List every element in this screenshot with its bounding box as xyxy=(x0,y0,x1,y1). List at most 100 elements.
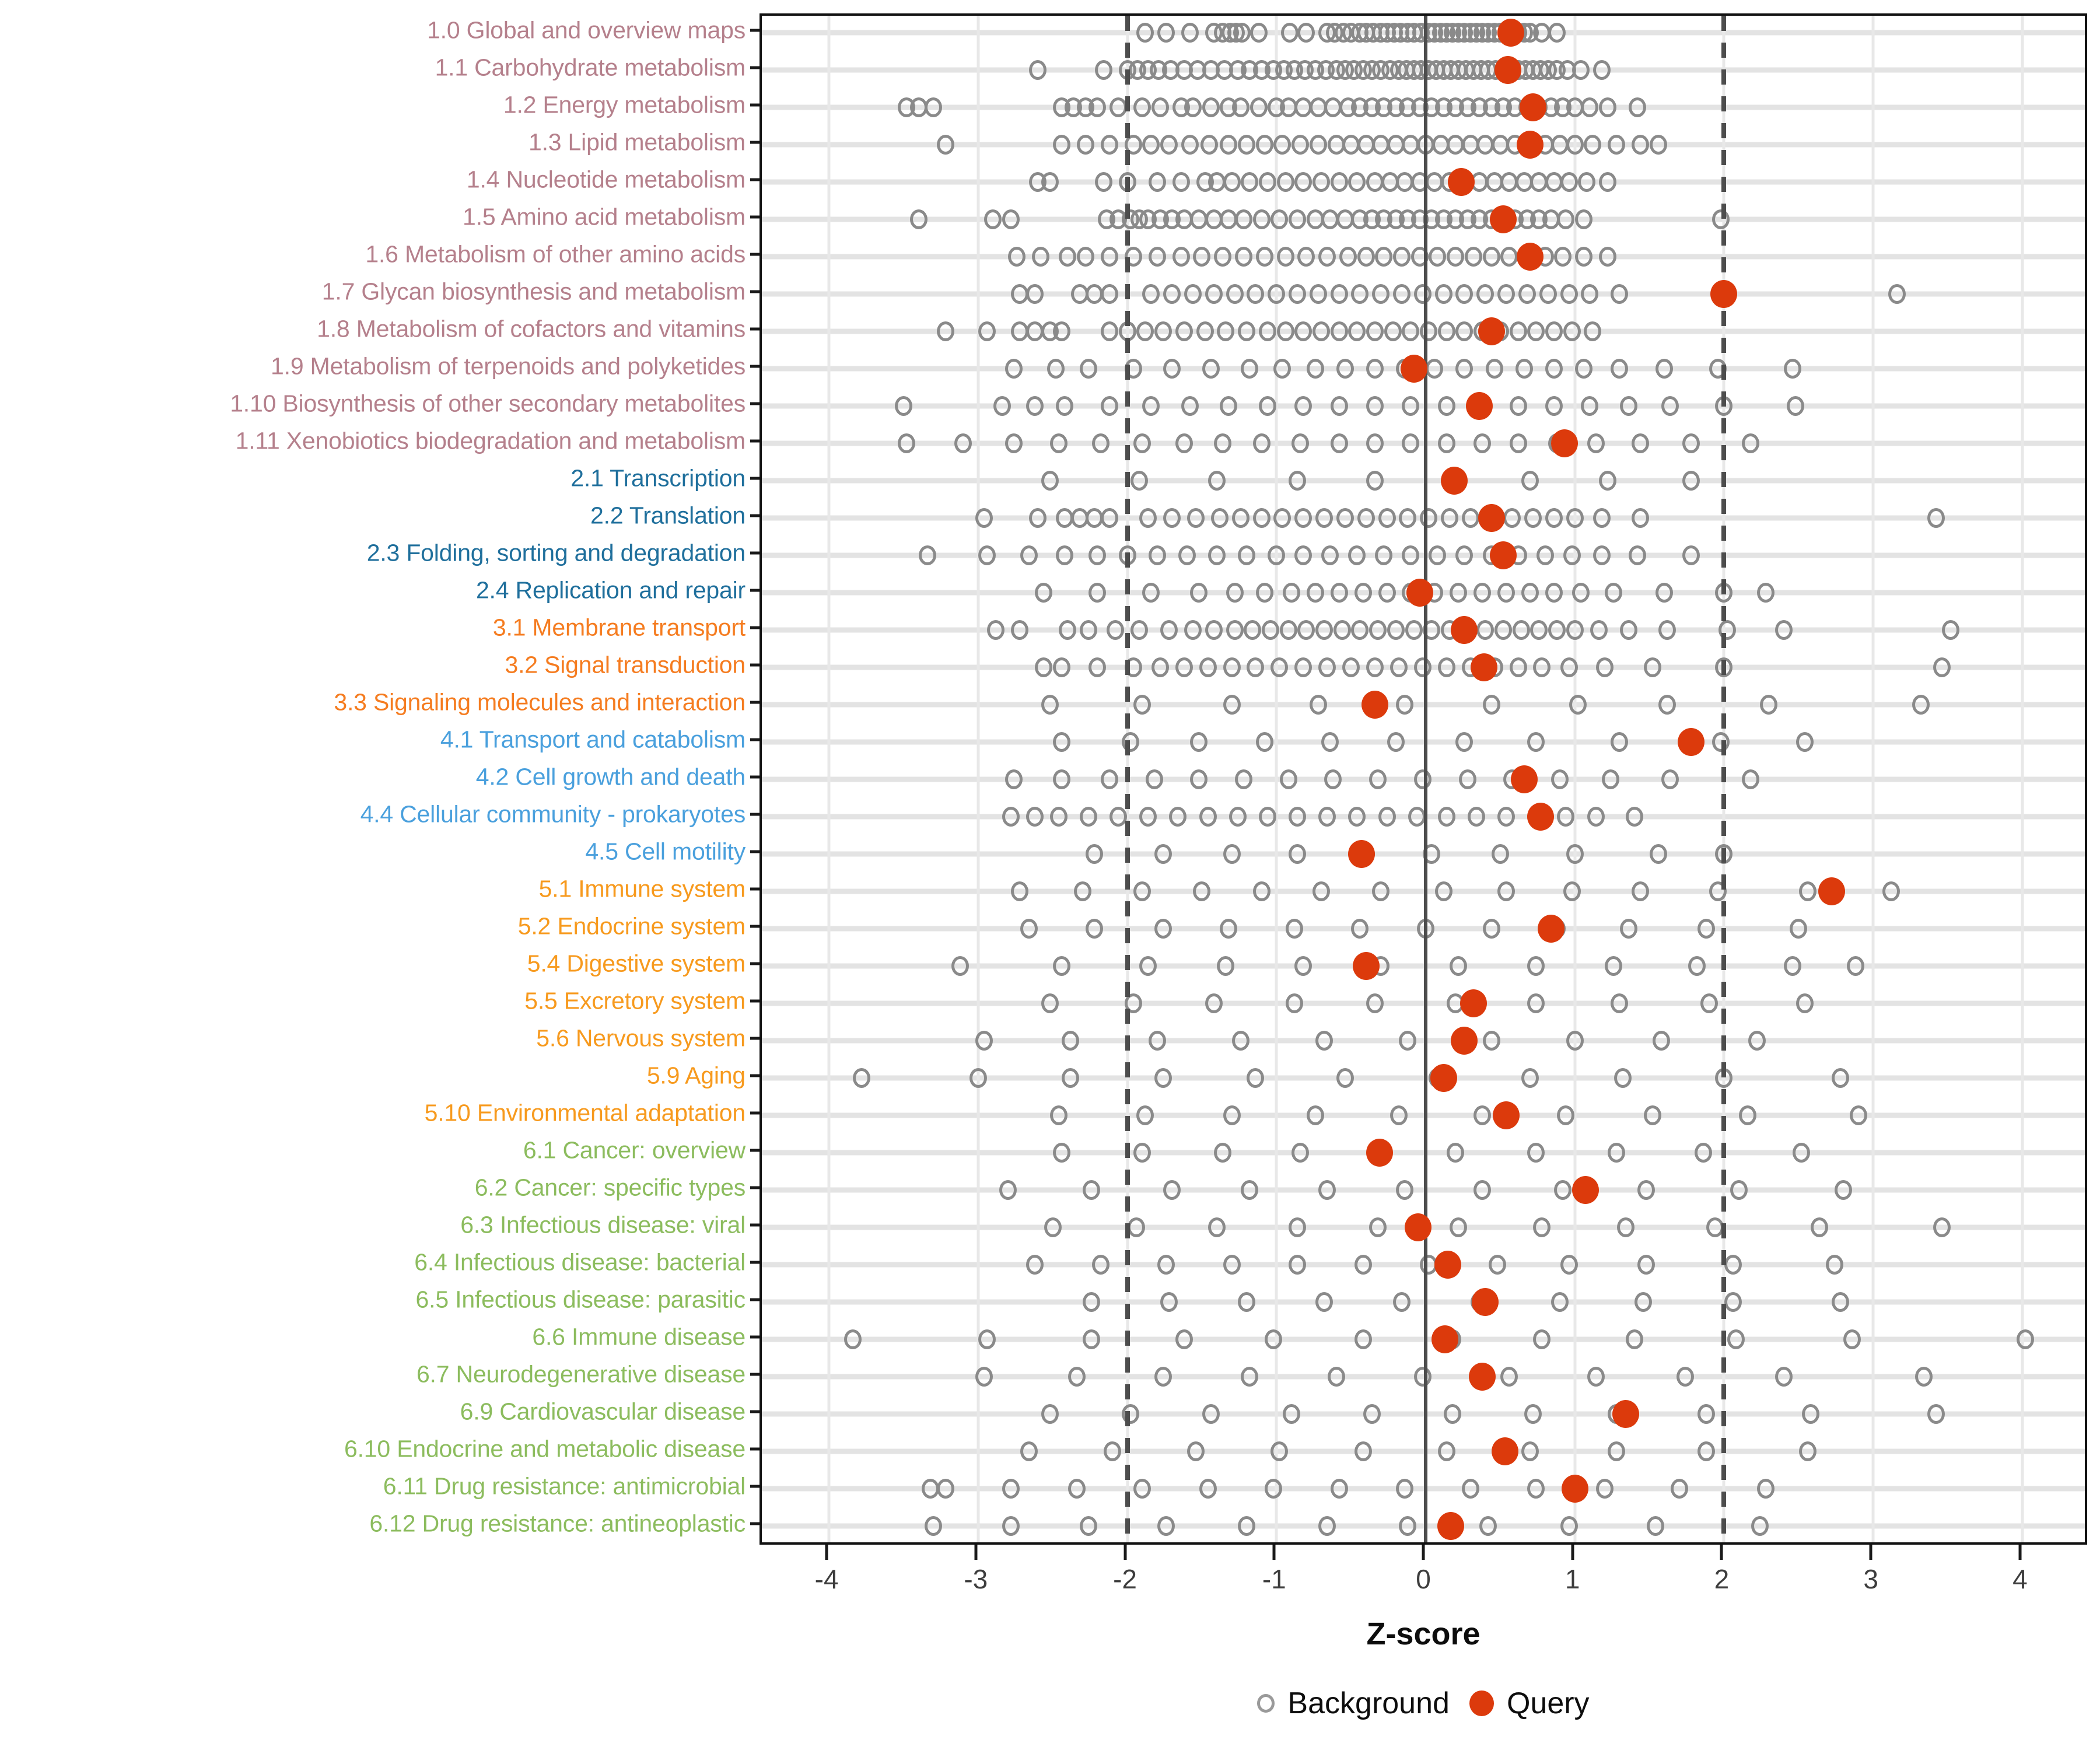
category-label: 1.8 Metabolism of cofactors and vitamins xyxy=(317,315,746,342)
background-point xyxy=(1563,881,1581,901)
background-point xyxy=(1223,1105,1241,1125)
query-point[interactable] xyxy=(1348,840,1376,868)
query-point[interactable] xyxy=(1612,1400,1639,1428)
background-point xyxy=(1512,620,1530,640)
background-point xyxy=(1656,359,1674,379)
query-point[interactable] xyxy=(1527,803,1554,831)
background-point xyxy=(1455,732,1474,752)
x-axis-tick xyxy=(1571,1545,1574,1560)
y-axis-tick xyxy=(750,813,760,816)
y-axis-tick xyxy=(750,1261,760,1264)
query-point[interactable] xyxy=(1550,429,1578,457)
background-point xyxy=(1455,359,1474,379)
background-point xyxy=(1199,807,1217,827)
query-point[interactable] xyxy=(1494,56,1521,84)
query-point[interactable] xyxy=(1537,915,1564,943)
query-point[interactable] xyxy=(1517,243,1544,271)
background-point xyxy=(1238,135,1256,155)
query-point[interactable] xyxy=(1520,93,1547,121)
query-point[interactable] xyxy=(1710,280,1738,308)
background-point xyxy=(1270,657,1289,677)
background-point xyxy=(1730,1180,1748,1200)
query-point[interactable] xyxy=(1678,728,1705,756)
query-point[interactable] xyxy=(1434,1251,1462,1279)
background-point xyxy=(1670,1479,1688,1499)
background-point xyxy=(1127,1217,1145,1237)
query-point[interactable] xyxy=(1400,355,1427,383)
background-point xyxy=(1595,657,1614,677)
query-point[interactable] xyxy=(1362,691,1389,719)
background-point xyxy=(1148,1031,1166,1051)
query-point[interactable] xyxy=(1497,19,1524,47)
background-point xyxy=(1163,508,1181,528)
query-point[interactable] xyxy=(1493,1101,1520,1129)
background-point xyxy=(1796,732,1814,752)
background-point xyxy=(1336,359,1354,379)
background-point xyxy=(1154,321,1172,341)
background-point xyxy=(1488,1255,1506,1275)
query-point[interactable] xyxy=(1489,541,1517,569)
y-axis-tick xyxy=(750,925,760,928)
background-point xyxy=(1330,396,1348,416)
background-point xyxy=(1053,657,1071,677)
vertical-gridline xyxy=(2021,16,2024,1542)
legend-item-query[interactable]: Query xyxy=(1469,1686,1590,1721)
x-axis-tick xyxy=(1272,1545,1276,1560)
query-point[interactable] xyxy=(1437,1512,1465,1540)
query-point[interactable] xyxy=(1405,1213,1432,1241)
background-point xyxy=(1011,881,1029,901)
background-point xyxy=(1348,807,1366,827)
background-point xyxy=(1154,1068,1172,1088)
category-label: 5.9 Aging xyxy=(646,1062,746,1089)
query-point[interactable] xyxy=(1432,1325,1459,1353)
background-point xyxy=(1059,247,1077,267)
query-point[interactable] xyxy=(1491,1437,1518,1465)
background-point xyxy=(1420,508,1438,528)
background-point xyxy=(1056,545,1074,565)
background-point xyxy=(1533,657,1551,677)
background-point xyxy=(1348,321,1366,341)
query-point[interactable] xyxy=(1489,205,1517,233)
background-point xyxy=(1258,807,1276,827)
background-point xyxy=(1100,508,1118,528)
background-point xyxy=(853,1068,871,1088)
background-point xyxy=(1231,97,1250,117)
legend-item-background[interactable]: Background xyxy=(1257,1686,1450,1721)
query-point[interactable] xyxy=(1510,765,1538,793)
query-point[interactable] xyxy=(1561,1475,1588,1503)
query-point[interactable] xyxy=(1440,467,1468,495)
query-point[interactable] xyxy=(1572,1176,1599,1204)
query-point[interactable] xyxy=(1448,168,1475,196)
category-label: 1.7 Glycan biosynthesis and metabolism xyxy=(321,278,746,305)
query-point[interactable] xyxy=(1451,616,1478,644)
background-point xyxy=(1041,695,1059,715)
background-point xyxy=(1372,881,1390,901)
background-point xyxy=(1482,695,1500,715)
y-axis-tick xyxy=(750,215,760,219)
query-point[interactable] xyxy=(1478,317,1505,345)
background-point xyxy=(1676,1367,1694,1387)
query-point[interactable] xyxy=(1366,1139,1393,1167)
query-point[interactable] xyxy=(1478,504,1505,532)
query-point[interactable] xyxy=(1472,1288,1499,1316)
background-point xyxy=(1217,321,1235,341)
background-point xyxy=(1598,471,1616,491)
query-point[interactable] xyxy=(1470,653,1497,681)
query-point[interactable] xyxy=(1352,952,1380,980)
query-point[interactable] xyxy=(1466,392,1493,420)
query-point[interactable] xyxy=(1430,1064,1457,1092)
background-point xyxy=(1163,359,1181,379)
background-point xyxy=(1608,1441,1626,1461)
background-point xyxy=(1575,359,1593,379)
query-point[interactable] xyxy=(1451,1027,1478,1055)
background-point xyxy=(1742,769,1760,789)
query-point[interactable] xyxy=(1517,131,1544,159)
query-point[interactable] xyxy=(1818,877,1845,905)
background-point xyxy=(1175,433,1193,453)
query-point[interactable] xyxy=(1469,1363,1496,1391)
background-point xyxy=(1566,1031,1584,1051)
query-point[interactable] xyxy=(1460,989,1487,1017)
background-point xyxy=(1474,1180,1492,1200)
background-point xyxy=(1551,769,1569,789)
query-point[interactable] xyxy=(1406,579,1433,607)
